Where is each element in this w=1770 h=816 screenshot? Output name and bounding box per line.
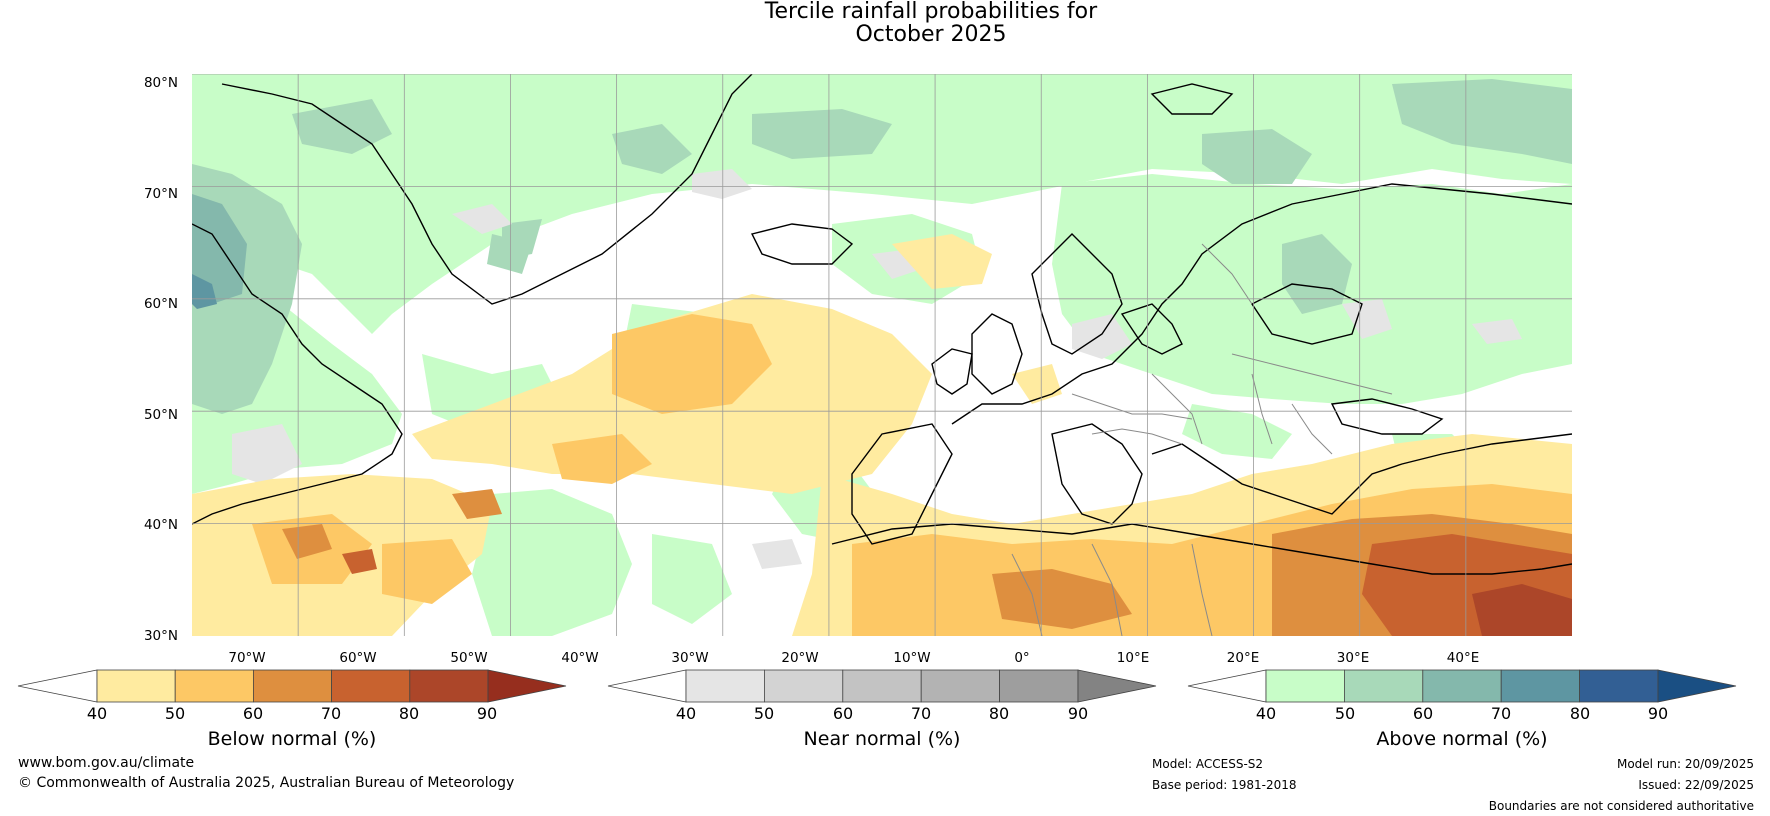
lon-label-10w: 10°W	[893, 650, 931, 666]
lon-label-10e: 10°E	[1116, 650, 1150, 666]
colorbars	[17, 669, 1737, 703]
colorbar-extend-high	[1657, 669, 1737, 703]
lon-label-40e: 40°E	[1446, 650, 1480, 666]
colorbar-segment	[999, 669, 1079, 703]
colorbar-segment	[1579, 669, 1659, 703]
lat-label-30n: 30°N	[143, 628, 178, 644]
colorbar-near-normal	[607, 669, 1157, 703]
map-title-line-1: Tercile rainfall probabilities for	[764, 0, 1098, 24]
near-tick-50: 50	[753, 704, 775, 723]
footer-copyright: © Commonwealth of Australia 2025, Austra…	[18, 775, 515, 791]
colorbar-extend-low	[1187, 669, 1267, 703]
colorbar-below-label: Below normal (%)	[207, 728, 377, 750]
lon-label-20e: 20°E	[1226, 650, 1260, 666]
near-tick-40: 40	[675, 704, 697, 723]
colorbar-near-label: Near normal (%)	[803, 728, 961, 750]
below-tick-50: 50	[164, 704, 186, 723]
above-tick-40: 40	[1255, 704, 1277, 723]
above-normal-regions-60	[192, 194, 247, 309]
lon-label-30w: 30°W	[671, 650, 709, 666]
below-tick-70: 70	[320, 704, 342, 723]
colorbar-segment	[685, 669, 765, 703]
lat-label-50n: 50°N	[143, 407, 178, 423]
colorbar-segment	[1500, 669, 1580, 703]
colorbar-segment	[920, 669, 1001, 703]
footer-disclaimer: Boundaries are not considered authoritat…	[1488, 799, 1754, 813]
colorbar-segment	[96, 669, 176, 703]
above-tick-70: 70	[1490, 704, 1512, 723]
above-tick-80: 80	[1569, 704, 1591, 723]
colorbar-segment	[1265, 669, 1345, 703]
near-tick-60: 60	[832, 704, 854, 723]
colorbar-extend-low	[607, 669, 687, 703]
map-title-line-2: October 2025	[855, 22, 1007, 47]
near-tick-80: 80	[988, 704, 1010, 723]
country-borders	[1011, 243, 1393, 636]
coastlines	[192, 74, 1572, 575]
colorbar-segment	[174, 669, 254, 703]
map-canvas	[192, 73, 1572, 636]
below-tick-60: 60	[242, 704, 264, 723]
lat-label-80n: 80°N	[143, 75, 178, 91]
above-tick-60: 60	[1412, 704, 1434, 723]
near-tick-90: 90	[1067, 704, 1089, 723]
footer-model: Model: ACCESS-S2	[1152, 757, 1264, 771]
colorbar-below-normal	[17, 669, 567, 703]
colorbar-segment	[409, 669, 489, 703]
near-tick-70: 70	[910, 704, 932, 723]
lat-label-60n: 60°N	[143, 296, 178, 312]
below-tick-40: 40	[86, 704, 108, 723]
lon-label-30e: 30°E	[1336, 650, 1370, 666]
lon-label-40w: 40°W	[561, 650, 599, 666]
footer-issued: Issued: 22/09/2025	[1638, 778, 1754, 792]
colorbar-segment	[1422, 669, 1502, 703]
colorbar-above-normal	[1187, 669, 1737, 703]
lon-label-50w: 50°W	[450, 650, 488, 666]
below-tick-90: 90	[476, 704, 498, 723]
colorbar-segment	[331, 669, 411, 703]
lon-label-0: 0°	[1014, 650, 1030, 666]
footer-model-run: Model run: 20/09/2025	[1616, 757, 1754, 771]
lon-label-70w: 70°W	[228, 650, 266, 666]
below-tick-80: 80	[398, 704, 420, 723]
lon-label-60w: 60°W	[339, 650, 377, 666]
map-area	[192, 73, 1572, 636]
gridlines	[192, 73, 1572, 636]
above-tick-50: 50	[1334, 704, 1356, 723]
colorbar-extend-low	[17, 669, 98, 703]
colorbar-segment	[842, 669, 922, 703]
lon-label-20w: 20°W	[781, 650, 819, 666]
footer-url[interactable]: www.bom.gov.au/climate	[18, 755, 195, 771]
colorbar-above-label: Above normal (%)	[1376, 728, 1548, 750]
colorbar-extend-high	[487, 669, 567, 703]
above-tick-90: 90	[1647, 704, 1669, 723]
below-normal-regions-80	[1472, 584, 1572, 636]
lat-label-70n: 70°N	[143, 186, 178, 202]
colorbar-segment	[764, 669, 844, 703]
colorbar-segment	[252, 669, 332, 703]
colorbar-segment	[1344, 669, 1424, 703]
colorbar-extend-high	[1077, 669, 1157, 703]
lat-label-40n: 40°N	[143, 517, 178, 533]
footer-base-period: Base period: 1981-2018	[1152, 778, 1297, 792]
